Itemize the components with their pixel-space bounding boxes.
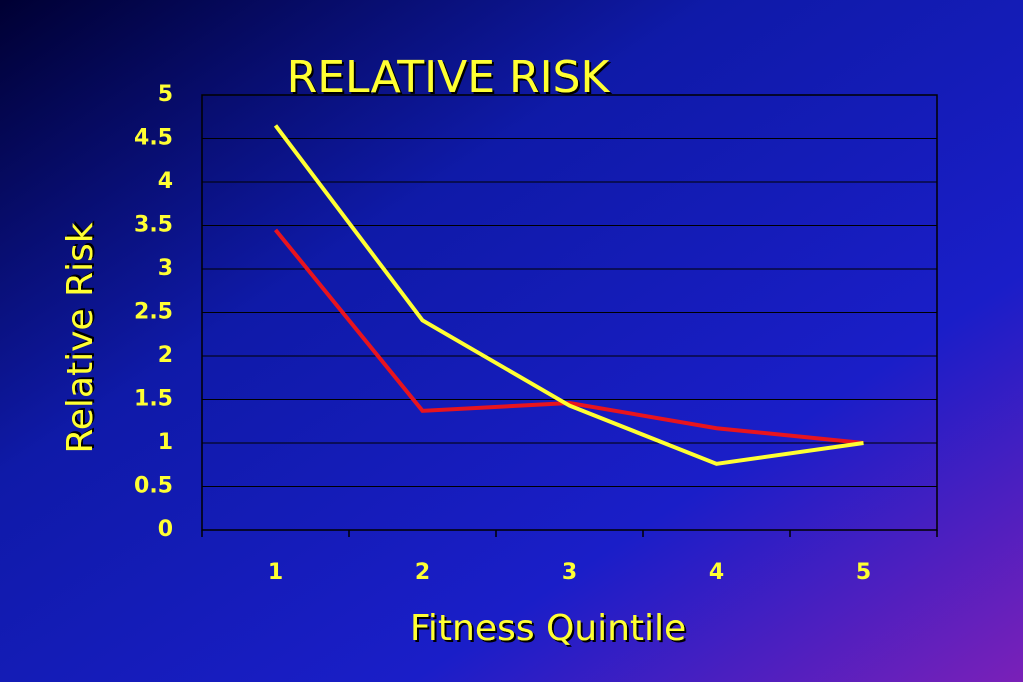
x-axis-label: Fitness Quintile <box>410 608 686 649</box>
y-tick-label: 0.5 <box>134 474 173 499</box>
y-tick-label: 2.5 <box>134 300 173 325</box>
x-tick-label: 5 <box>856 560 871 585</box>
plot-frame <box>201 94 938 531</box>
y-axis-label: Relative Risk <box>60 222 101 453</box>
y-tick-label: 1.5 <box>134 387 173 412</box>
y-tick-label: 3 <box>158 256 173 281</box>
data-line <box>273 228 864 445</box>
y-tick-label: 3.5 <box>134 213 173 238</box>
y-tick-label: 4.5 <box>134 126 173 151</box>
x-tick-label: 2 <box>415 560 430 585</box>
x-tick-label: 3 <box>562 560 577 585</box>
y-tick-label: 4 <box>158 169 173 194</box>
y-tick-label: 1 <box>158 430 173 455</box>
y-tick-label: 0 <box>158 517 173 542</box>
y-tick-label: 2 <box>158 343 173 368</box>
y-tick-label: 5 <box>158 82 173 107</box>
x-tick-label: 1 <box>268 560 283 585</box>
x-tick-label: 4 <box>709 560 724 585</box>
data-line <box>273 124 864 466</box>
